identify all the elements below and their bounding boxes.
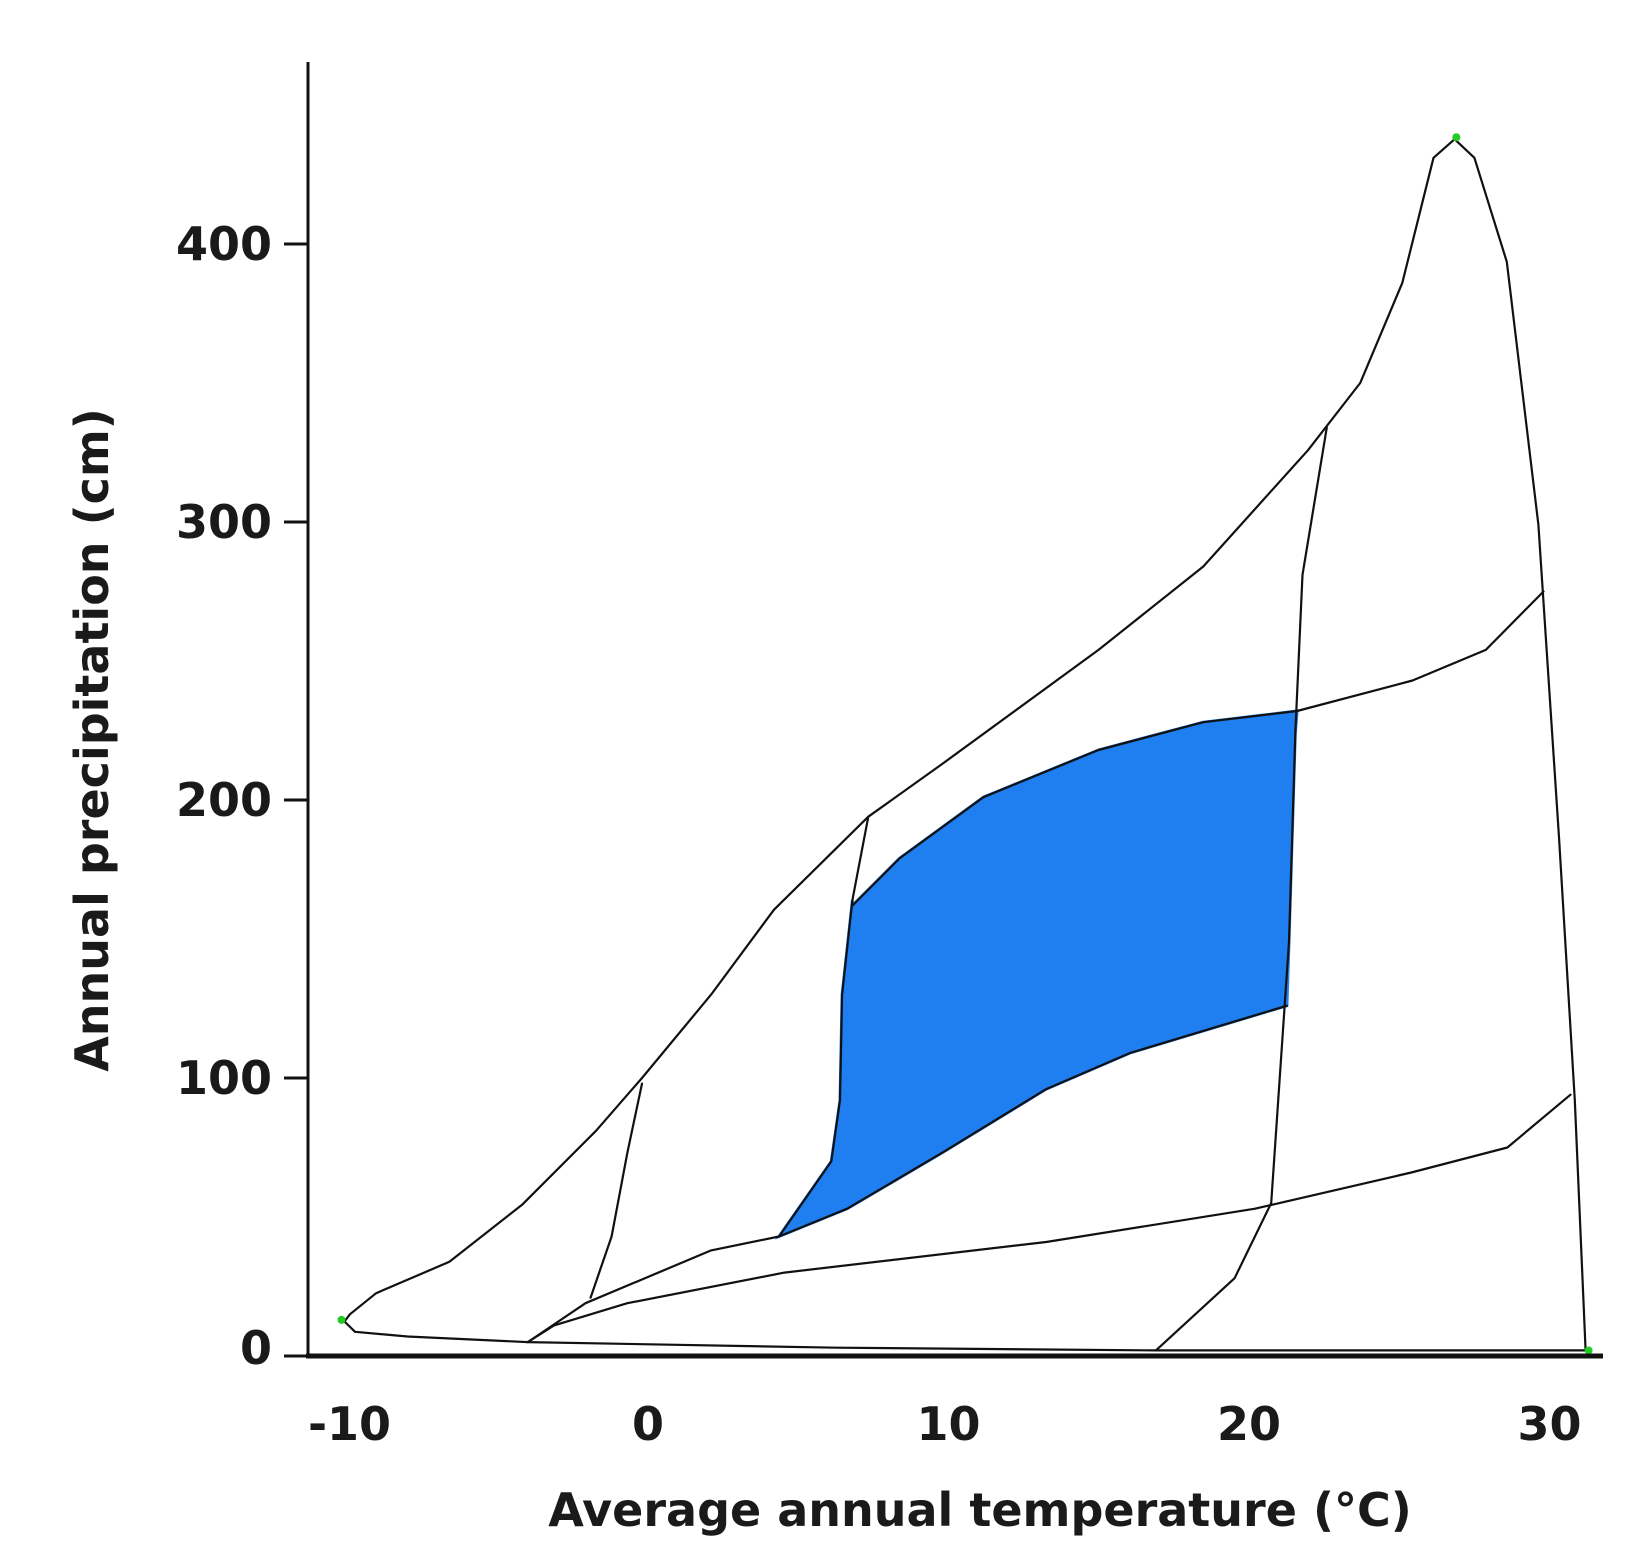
marker-point-1 [1452, 133, 1461, 142]
y-tick-label: 200 [176, 773, 272, 827]
y-tick-label: 300 [176, 495, 272, 549]
boundary-layer [343, 138, 1587, 1352]
highlighted-biome-region [774, 709, 1299, 1240]
y-axis-label: Annual precipitation (cm) [65, 408, 119, 1072]
boundary-curve-4 [851, 590, 1545, 907]
marker-point-2 [1584, 1346, 1593, 1355]
boundary-curve-3 [777, 815, 870, 1238]
x-tick-label: 10 [916, 1397, 980, 1451]
y-tick-label: 400 [176, 217, 272, 271]
x-tick-label: 0 [632, 1397, 664, 1451]
x-tick-label: 20 [1217, 1397, 1281, 1451]
marker-layer [337, 133, 1593, 1355]
marker-point-0 [337, 1315, 346, 1324]
boundary-curve-1 [526, 1004, 1288, 1344]
outer-boundary-curve [343, 138, 1587, 1352]
x-axis-label: Average annual temperature (°C) [548, 1483, 1412, 1537]
boundary-curve-2 [526, 1093, 1572, 1344]
boundary-curve-0 [589, 1082, 644, 1299]
x-ticks: -10 0 10 20 30 [308, 1397, 1582, 1451]
x-tick-label: -10 [308, 1397, 391, 1451]
x-tick-label: 30 [1517, 1397, 1581, 1451]
highlighted-region-layer [774, 709, 1299, 1240]
y-tick-label: 0 [240, 1321, 272, 1375]
y-ticks: 0 100 200 300 400 [176, 217, 308, 1375]
boundary-curve-5 [1154, 426, 1328, 1352]
y-tick-label: 100 [176, 1051, 272, 1105]
